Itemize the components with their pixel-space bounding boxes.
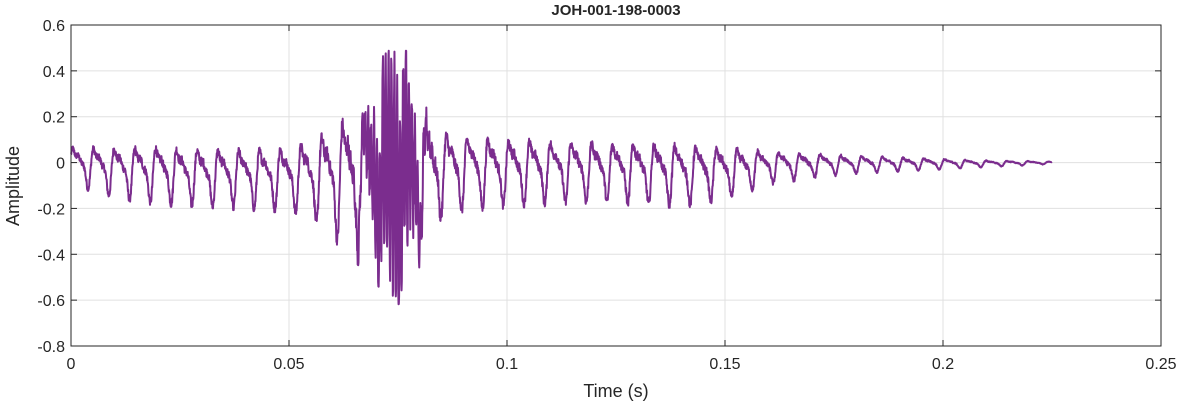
y-tick-label: -0.4 [37,247,65,264]
waveform-series-line [70,49,1053,306]
x-tick-label: 0 [67,356,76,373]
y-tick-label: 0 [56,156,65,173]
y-tick-label: -0.6 [37,293,65,310]
y-tick-label: 0.6 [43,18,65,35]
data-layer [70,49,1053,306]
y-tick-label: -0.8 [37,339,65,356]
y-tick-label: 0.4 [43,64,65,81]
y-tick-label: 0.2 [43,110,65,127]
x-tick-label: 0.25 [1145,356,1176,373]
y-tick-label: -0.2 [37,201,65,218]
plot-frame [70,24,1162,347]
x-axis-label: Time (s) [583,381,648,401]
x-tick-label: 0.1 [496,356,518,373]
chart-title: JOH-001-198-0003 [551,2,680,19]
y-axis-label: Amplitude [3,146,23,226]
axes-layer: 0 0.05 0.1 0.15 0.2 0.25 -0.8 -0.6 -0.4 -0.2 0 0.2 0… [37,18,1176,373]
x-tick-label: 0.15 [709,356,740,373]
x-tick-label: 0.05 [273,356,304,373]
x-tick-label: 0.2 [932,356,954,373]
